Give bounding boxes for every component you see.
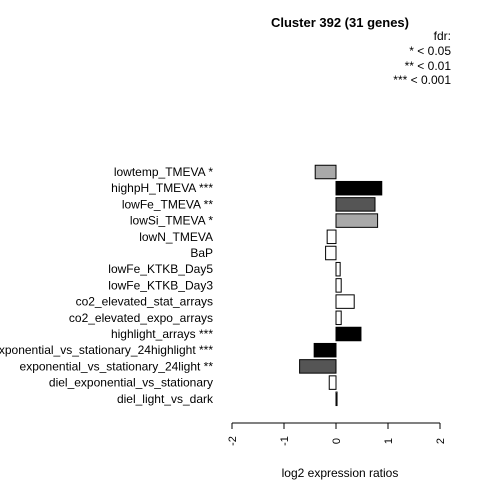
category-label-9: co2_elevated_expo_arrays: [69, 311, 213, 325]
bar-9: [335, 310, 342, 326]
bar-10: [335, 326, 362, 342]
category-label-8: co2_elevated_stat_arrays: [76, 295, 213, 309]
bars: [299, 164, 383, 407]
chart-title: Cluster 392 (31 genes): [271, 15, 409, 30]
category-label-13: diel_exponential_vs_stationary: [49, 376, 213, 390]
category-label-5: BaP: [190, 246, 213, 260]
bar-11: [313, 342, 337, 358]
category-label-14: diel_light_vs_dark: [117, 392, 214, 406]
category-label-10: highlight_arrays ***: [111, 327, 213, 341]
x-tick-label-1: -1: [279, 436, 291, 446]
bar-6: [335, 261, 341, 277]
bar-4: [326, 229, 337, 245]
bar-3: [335, 213, 379, 228]
category-label-12: exponential_vs_stationary_24light **: [20, 359, 214, 373]
x-tick-label-3: 1: [383, 438, 395, 444]
category-label-2: lowFe_TMEVA **: [122, 197, 213, 211]
category-label-6: lowFe_KTKB_Day5: [108, 262, 213, 276]
bar-1: [335, 180, 383, 196]
bar-0: [314, 164, 337, 180]
category-label-1: highpH_TMEVA ***: [111, 181, 213, 195]
bar-8: [335, 294, 355, 309]
legend: fdr: * < 0.05 ** < 0.01 *** < 0.001: [393, 29, 451, 87]
x-tick-label-2: 0: [331, 438, 343, 444]
bar-5: [325, 245, 337, 261]
category-label-3: lowSi_TMEVA *: [130, 214, 213, 228]
category-label-7: lowFe_KTKB_Day3: [108, 278, 213, 292]
x-tick-label-4: 2: [435, 438, 447, 444]
x-tick-label-0: -2: [227, 436, 239, 446]
x-axis: -2 -1 0 1 2: [227, 422, 447, 446]
bar-14: [335, 391, 338, 407]
bar-2: [335, 197, 376, 212]
legend-entry-1: * < 0.05: [409, 44, 451, 58]
bar-7: [335, 278, 342, 293]
bar-12: [299, 359, 337, 374]
legend-entry-2: ** < 0.01: [405, 59, 452, 73]
category-labels: lowtemp_TMEVA * highpH_TMEVA *** lowFe_TME…: [0, 165, 214, 406]
category-label-0: lowtemp_TMEVA *: [114, 165, 213, 179]
bar-13: [328, 375, 337, 390]
legend-entry-3: *** < 0.001: [393, 73, 451, 87]
x-axis-title: log2 expression ratios: [282, 466, 399, 480]
category-label-4: lowN_TMEVA: [139, 230, 213, 244]
category-label-11: exponential_vs_stationary_24highlight **…: [0, 343, 213, 357]
legend-title: fdr:: [434, 29, 451, 43]
